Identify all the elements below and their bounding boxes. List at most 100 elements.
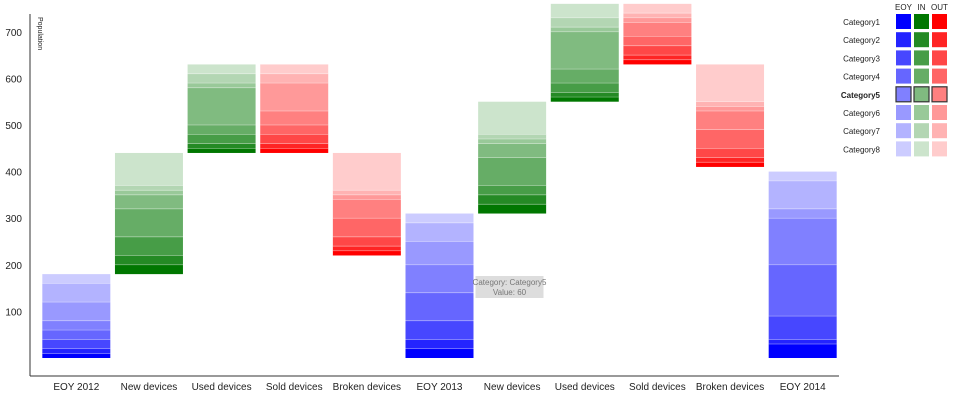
bar-segment[interactable] [623, 59, 692, 65]
bar-segment[interactable] [260, 111, 329, 125]
bar-segment[interactable] [187, 83, 256, 88]
bar-segment[interactable] [42, 274, 111, 284]
bar-segment[interactable] [332, 236, 401, 247]
bar-segment[interactable] [42, 283, 111, 303]
bar-segment[interactable] [623, 13, 692, 18]
legend-swatch[interactable] [914, 105, 929, 120]
bar-segment[interactable] [114, 208, 183, 237]
bar-segment[interactable] [114, 152, 183, 186]
bar-segment[interactable] [187, 148, 256, 153]
bar-segment[interactable] [696, 148, 765, 158]
legend-swatch[interactable] [914, 141, 929, 157]
bar-segment[interactable] [42, 339, 111, 349]
bar-segment[interactable] [332, 190, 401, 195]
bar-segment[interactable] [550, 3, 619, 18]
bar-segment[interactable] [332, 199, 401, 219]
bar-segment[interactable] [260, 73, 329, 84]
legend-swatch[interactable] [932, 141, 947, 157]
bar-segment[interactable] [550, 27, 619, 32]
bar-segment[interactable] [405, 320, 474, 340]
legend-entry-label[interactable]: Category2 [843, 36, 880, 45]
bar-segment[interactable] [696, 162, 765, 167]
legend-swatch[interactable] [932, 32, 947, 48]
legend-entry-label[interactable]: Category1 [843, 18, 880, 27]
bar-segment[interactable] [114, 190, 183, 195]
bar-segment[interactable] [405, 339, 474, 349]
bar-segment[interactable] [405, 292, 474, 321]
bar-segment[interactable] [42, 348, 111, 354]
bar-segment[interactable] [260, 134, 329, 144]
bar-segment[interactable] [42, 353, 111, 358]
legend-swatch[interactable] [896, 105, 911, 120]
bar-segment[interactable] [478, 138, 547, 144]
bar-segment[interactable] [260, 125, 329, 135]
legend-swatch[interactable] [913, 86, 930, 103]
bar-segment[interactable] [42, 330, 111, 340]
bar-segment[interactable] [260, 83, 329, 112]
bar-segment[interactable] [187, 134, 256, 144]
bar-segment[interactable] [768, 344, 837, 358]
legend-swatch[interactable] [932, 105, 947, 120]
bar-segment[interactable] [696, 129, 765, 149]
bar-segment[interactable] [332, 152, 401, 191]
legend-swatch[interactable] [896, 50, 911, 66]
legend-entry-label[interactable]: Category7 [843, 127, 880, 136]
legend-swatch[interactable] [932, 68, 947, 84]
bar-segment[interactable] [478, 204, 547, 214]
legend-swatch[interactable] [896, 141, 911, 157]
bar-segment[interactable] [696, 157, 765, 163]
bar-segment[interactable] [768, 218, 837, 265]
bar-segment[interactable] [260, 143, 329, 149]
bar-segment[interactable] [623, 55, 692, 60]
bar-segment[interactable] [114, 185, 183, 191]
bar-segment[interactable] [696, 101, 765, 107]
bar-segment[interactable] [187, 125, 256, 135]
legend-swatch[interactable] [914, 50, 929, 66]
bar-segment[interactable] [405, 222, 474, 242]
legend-swatch[interactable] [895, 86, 912, 103]
bar-segment[interactable] [550, 31, 619, 70]
bar-segment[interactable] [114, 194, 183, 209]
legend-swatch[interactable] [914, 68, 929, 84]
bar-segment[interactable] [768, 316, 837, 340]
bar-segment[interactable] [768, 264, 837, 317]
bar-segment[interactable] [478, 101, 547, 135]
legend-entry-label[interactable]: Category3 [843, 54, 880, 63]
legend-swatch[interactable] [896, 123, 911, 139]
bar-segment[interactable] [405, 264, 474, 293]
bar-segment[interactable] [623, 3, 692, 14]
bar-segment[interactable] [623, 17, 692, 23]
bar-segment[interactable] [768, 208, 837, 219]
bar-segment[interactable] [768, 180, 837, 209]
bar-segment[interactable] [623, 22, 692, 37]
bar-segment[interactable] [187, 64, 256, 74]
bar-segment[interactable] [187, 143, 256, 149]
bar-segment[interactable] [550, 69, 619, 84]
bar-segment[interactable] [187, 73, 256, 84]
bar-segment[interactable] [405, 348, 474, 358]
bar-segment[interactable] [478, 157, 547, 186]
bar-segment[interactable] [550, 17, 619, 28]
bar-segment[interactable] [550, 92, 619, 98]
bar-segment[interactable] [478, 143, 547, 158]
bar-segment[interactable] [768, 171, 837, 181]
bar-segment[interactable] [260, 148, 329, 153]
bar-segment[interactable] [332, 218, 401, 237]
legend-entry-label[interactable]: Category8 [843, 145, 880, 154]
bar-segment[interactable] [623, 36, 692, 46]
bar-segment[interactable] [405, 213, 474, 223]
bar-segment[interactable] [332, 246, 401, 251]
legend-swatch[interactable] [914, 123, 929, 139]
legend-swatch[interactable] [896, 68, 911, 84]
bar-segment[interactable] [42, 320, 111, 331]
bar-segment[interactable] [114, 264, 183, 275]
bar-segment[interactable] [478, 134, 547, 139]
legend-swatch[interactable] [896, 14, 911, 29]
bar-segment[interactable] [623, 45, 692, 56]
legend-swatch[interactable] [914, 14, 929, 29]
bar-segment[interactable] [260, 64, 329, 74]
bar-segment[interactable] [550, 83, 619, 93]
bar-segment[interactable] [332, 194, 401, 200]
legend-swatch[interactable] [932, 123, 947, 139]
legend-swatch[interactable] [932, 50, 947, 66]
